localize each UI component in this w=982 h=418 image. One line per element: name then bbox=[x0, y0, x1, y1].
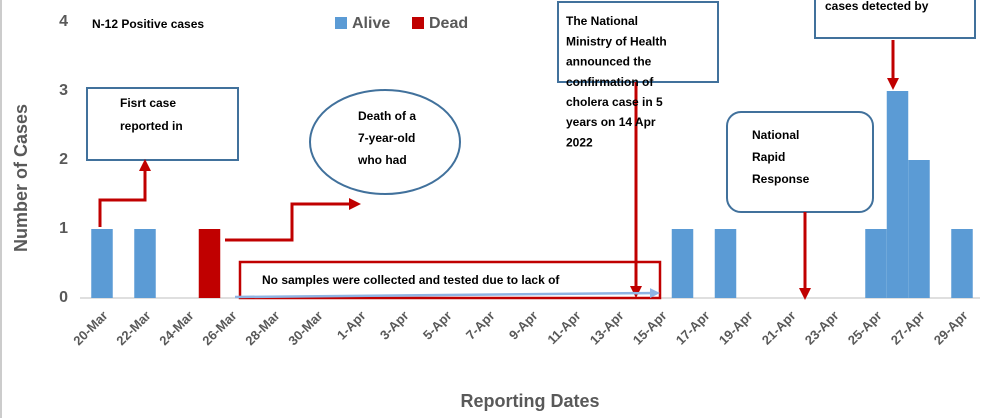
annotation-text: Response bbox=[752, 172, 810, 186]
arrow bbox=[225, 198, 361, 242]
annotation-text: announced the bbox=[566, 55, 652, 69]
annotation-text: The National bbox=[566, 14, 638, 28]
annotation-text: cholera case in 5 bbox=[566, 95, 663, 109]
legend-swatch bbox=[412, 17, 424, 29]
bar bbox=[865, 229, 887, 298]
annotation-text: No samples were collected and tested due… bbox=[262, 273, 560, 287]
x-tick-label: 21-Apr bbox=[759, 308, 799, 348]
y-tick-label: 2 bbox=[59, 151, 68, 168]
bar bbox=[714, 229, 737, 298]
x-tick-label: 13-Apr bbox=[587, 308, 627, 348]
annotation-text: years on 14 Apr bbox=[566, 115, 656, 129]
x-tick-label: 19-Apr bbox=[716, 308, 756, 348]
x-tick-label: 11-Apr bbox=[544, 308, 583, 347]
x-tick-label: 24-Mar bbox=[156, 308, 196, 348]
y-axis-label: Number of Cases bbox=[11, 104, 31, 252]
legend-label: Alive bbox=[352, 15, 390, 32]
arrow bbox=[234, 288, 660, 299]
annotation-box bbox=[814, 0, 976, 39]
x-tick-label: 30-Mar bbox=[285, 308, 325, 348]
subtitle: N-12 Positive cases bbox=[92, 17, 204, 31]
annotation-box bbox=[557, 1, 719, 83]
legend-label: Dead bbox=[429, 15, 468, 32]
x-tick-label: 1-Apr bbox=[334, 308, 369, 343]
x-tick-label: 7-Apr bbox=[463, 308, 498, 343]
bar bbox=[951, 229, 973, 298]
annotation-text: 2022 bbox=[566, 135, 593, 149]
bar bbox=[886, 91, 909, 298]
x-tick-label: 26-Mar bbox=[199, 308, 239, 348]
annotation-ellipse bbox=[309, 89, 461, 195]
x-tick-label: 15-Apr bbox=[630, 308, 670, 348]
arrow bbox=[98, 159, 151, 227]
bar bbox=[908, 160, 930, 298]
bar bbox=[91, 229, 113, 298]
annotation-box bbox=[726, 111, 874, 213]
bar bbox=[134, 229, 156, 298]
x-tick-label: 9-Apr bbox=[506, 308, 541, 343]
y-tick-label: 1 bbox=[59, 220, 68, 237]
plot bbox=[80, 91, 980, 299]
annotation-text: 7-year-old bbox=[358, 131, 415, 145]
x-tick-label: 29-Apr bbox=[931, 308, 971, 348]
annotation-text: Ministry of Health bbox=[566, 34, 667, 48]
x-tick-label: 22-Mar bbox=[113, 308, 153, 348]
annotation-text: reported in bbox=[120, 119, 183, 133]
x-axis-label: Reporting Dates bbox=[460, 391, 599, 411]
x-tick-label: 20-Mar bbox=[70, 308, 110, 348]
x-tick-label: 23-Apr bbox=[802, 308, 842, 348]
annotation-text: Rapid bbox=[752, 150, 785, 164]
x-tick-label: 27-Apr bbox=[888, 308, 928, 348]
y-tick-label: 0 bbox=[59, 289, 68, 306]
annotation-text: confirmation of bbox=[566, 75, 654, 89]
annotation-box bbox=[86, 87, 239, 161]
annotation-text: Fisrt case bbox=[120, 96, 176, 110]
annotation-text: cases detected by bbox=[825, 0, 929, 13]
x-tick-label: 25-Apr bbox=[845, 308, 885, 348]
x-tick-label: 28-Mar bbox=[242, 308, 282, 348]
annotation-box bbox=[238, 260, 662, 300]
bar bbox=[671, 229, 694, 298]
x-tick-label: 5-Apr bbox=[420, 308, 455, 343]
annotation-text: Death of a bbox=[358, 109, 416, 123]
x-tick-label: 3-Apr bbox=[377, 308, 412, 343]
x-tick-label: 17-Apr bbox=[673, 308, 713, 348]
y-tick-label: 4 bbox=[59, 13, 68, 30]
legend-swatch bbox=[335, 17, 347, 29]
annotations: Fisrt case reported in Death of a 7-year-ol… bbox=[120, 0, 929, 287]
annotation-text: who had bbox=[357, 153, 407, 167]
y-tick-label: 3 bbox=[59, 82, 68, 99]
bar bbox=[198, 229, 221, 298]
annotation-text: National bbox=[752, 128, 799, 142]
